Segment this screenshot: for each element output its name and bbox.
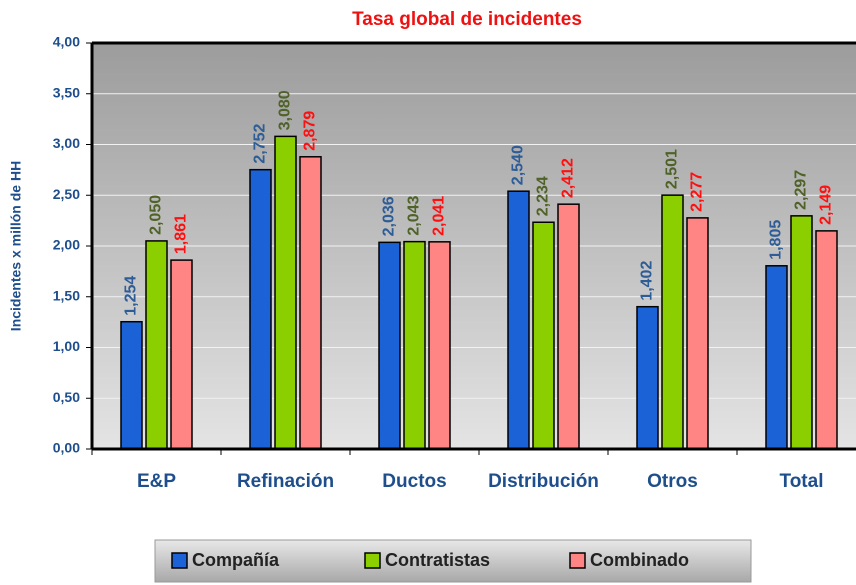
data-label: 2,297 [793, 170, 810, 210]
data-label: 2,041 [431, 196, 448, 236]
bar [532, 221, 555, 450]
bar [274, 135, 297, 450]
data-label: 2,043 [406, 195, 423, 235]
data-label: 2,149 [818, 185, 835, 225]
x-tick-label: Ductos [382, 471, 446, 492]
bar [249, 168, 272, 450]
bar [686, 217, 709, 450]
data-label: 2,036 [381, 196, 398, 236]
y-tick-label: 1,00 [53, 338, 80, 354]
bar [170, 259, 193, 450]
y-tick-label: 2,00 [53, 237, 80, 253]
bar [120, 320, 143, 450]
legend-swatch [569, 552, 586, 569]
bar [507, 190, 530, 450]
y-tick-label: 4,00 [53, 34, 80, 50]
x-tick-label: Total [780, 471, 824, 492]
data-label: 1,861 [173, 214, 190, 254]
bar [378, 241, 401, 450]
x-tick-label: Otros [647, 471, 698, 492]
data-label: 3,080 [277, 90, 294, 130]
data-label: 1,402 [639, 261, 656, 301]
x-tick-label: Refinación [237, 471, 334, 492]
bar [661, 194, 684, 450]
bar [790, 215, 813, 450]
bar [815, 230, 838, 450]
chart-title: Tasa global de incidentes [352, 9, 582, 30]
y-tick-label: 1,50 [53, 287, 80, 303]
bar [557, 203, 580, 450]
x-tick-label: Distribución [488, 471, 599, 492]
data-label: 2,277 [689, 172, 706, 212]
data-label: 2,752 [252, 124, 269, 164]
y-tick-label: 0,50 [53, 389, 80, 405]
legend-label: Compañía [192, 550, 280, 570]
bar [145, 240, 168, 450]
y-tick-label: 3,50 [53, 84, 80, 100]
data-label: 2,540 [510, 145, 527, 185]
data-label: 2,879 [302, 111, 319, 151]
data-label: 2,234 [535, 176, 552, 216]
bar [765, 265, 788, 450]
x-tick-label: E&P [137, 471, 176, 492]
bar [636, 305, 659, 450]
y-tick-label: 0,00 [53, 440, 80, 456]
legend-label: Contratistas [385, 550, 490, 570]
data-label: 2,412 [560, 158, 577, 198]
bar [403, 240, 426, 450]
legend [154, 539, 752, 583]
bar [428, 241, 451, 450]
bar [299, 156, 322, 450]
data-label: 2,501 [664, 149, 681, 189]
legend-swatch [364, 552, 381, 569]
data-label: 2,050 [148, 195, 165, 235]
y-tick-label: 2,50 [53, 186, 80, 202]
y-tick-label: 3,00 [53, 135, 80, 151]
data-label: 1,805 [768, 220, 785, 260]
y-axis-label: Incidentes x millón de HH [8, 161, 24, 331]
legend-label: Combinado [590, 550, 689, 570]
data-label: 1,254 [123, 276, 140, 316]
legend-swatch [171, 552, 188, 569]
